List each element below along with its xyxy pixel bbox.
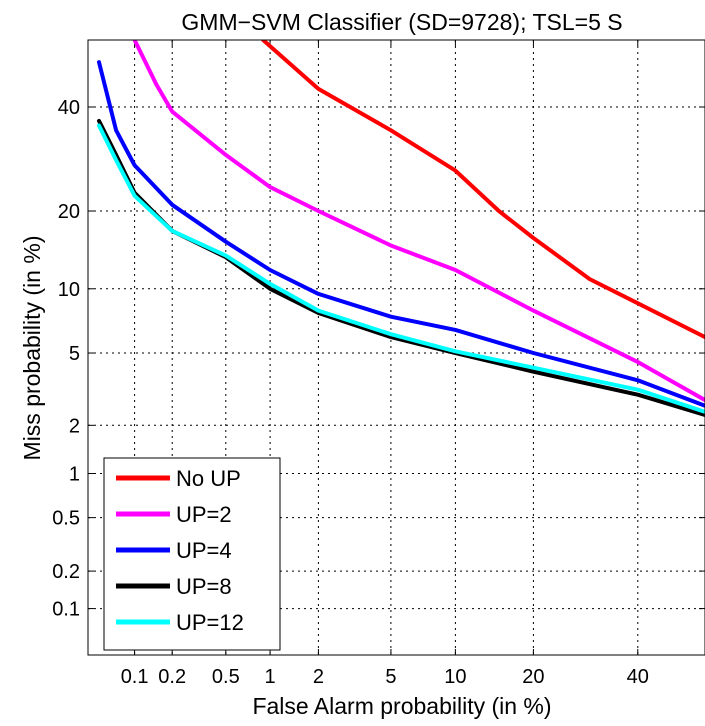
x-tick-label: 0.1 — [121, 666, 149, 688]
series-line-2 — [132, 40, 705, 403]
legend: No UP UP=2 UP=4 UP=8 UP=12 — [103, 457, 281, 651]
y-tick-label: 10 — [58, 279, 80, 301]
series-lines — [97, 40, 705, 417]
y-tick-label: 40 — [58, 97, 80, 119]
legend-label: UP=4 — [176, 538, 232, 563]
y-tick-label: 2 — [69, 415, 80, 437]
x-axis-label: False Alarm probability (in %) — [252, 693, 551, 719]
x-tick-label: 0.2 — [158, 666, 186, 688]
x-tick-label: 10 — [444, 666, 466, 688]
y-tick-label: 1 — [69, 464, 80, 486]
series-line-1 — [261, 40, 705, 340]
chart-title: GMM−SVM Classifier (SD=9728); TSL=5 S — [181, 9, 622, 35]
x-tick-label: 5 — [385, 666, 396, 688]
x-tick-label: 20 — [522, 666, 544, 688]
legend-label: No UP — [176, 466, 241, 491]
legend-label: UP=2 — [176, 502, 232, 527]
x-tick-label: 0.5 — [212, 666, 240, 688]
tick-labels: 0.1 0.2 0.5 1 2 5 10 20 40 0.1 0.2 0.5 1 2 5 10 20 40 — [52, 97, 649, 688]
plot-frame — [87, 39, 705, 656]
x-tick-label: 2 — [313, 666, 324, 688]
y-tick-label: 5 — [69, 343, 80, 365]
y-tick-label: 0.5 — [52, 508, 80, 530]
legend-label: UP=12 — [176, 610, 244, 635]
x-tick-label: 1 — [265, 666, 276, 688]
y-axis-label: Miss probability (in %) — [19, 236, 45, 461]
x-tick-label: 40 — [627, 666, 649, 688]
y-tick-label: 20 — [58, 201, 80, 223]
y-tick-label: 0.2 — [52, 561, 80, 583]
series-line-3 — [97, 60, 705, 408]
legend-label: UP=8 — [176, 574, 232, 599]
series-line-5 — [97, 123, 705, 414]
y-tick-label: 0.1 — [52, 599, 80, 621]
legend-box — [103, 457, 281, 651]
